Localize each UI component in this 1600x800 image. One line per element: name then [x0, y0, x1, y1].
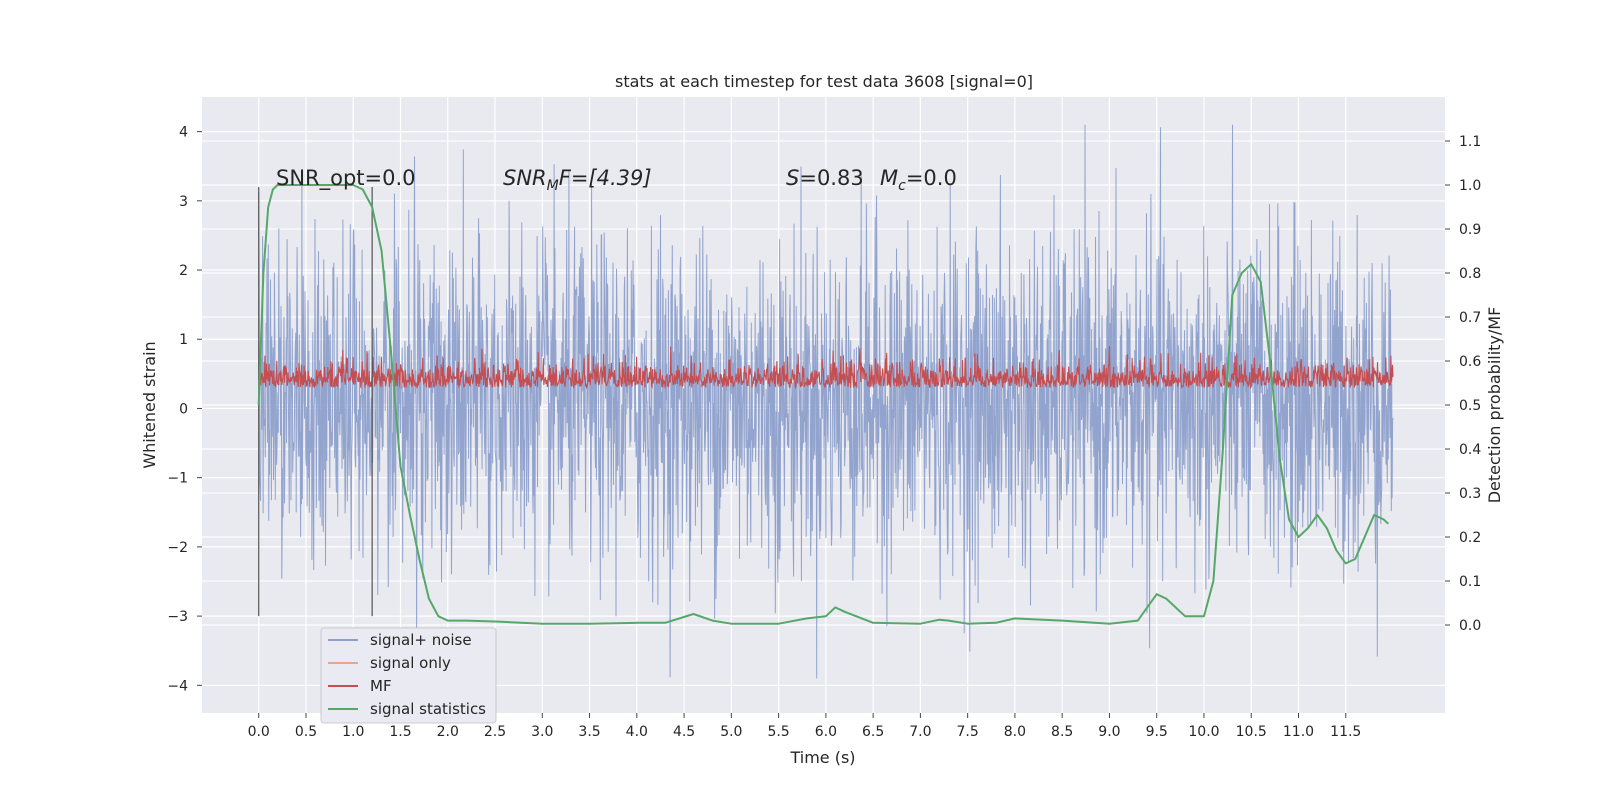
- line-mf: [258, 346, 1394, 390]
- mc-prefix: M: [880, 166, 898, 190]
- x-tick-label: 4.5: [673, 724, 695, 740]
- annotation-snr-opt: SNR_opt=0.0: [276, 166, 416, 191]
- y-tick-label: 1: [179, 332, 188, 348]
- legend-mf-label: MF: [370, 677, 392, 695]
- x-tick-label: 10.5: [1236, 724, 1267, 740]
- series-mf: [258, 346, 1394, 390]
- y-tick-label: −4: [167, 678, 188, 694]
- x-tick-label: 6.0: [815, 724, 837, 740]
- legend-signal-statistics-label: signal statistics: [370, 700, 486, 718]
- x-tick-label: 9.5: [1146, 724, 1168, 740]
- s-value: =0.83: [799, 166, 863, 190]
- chart-title: stats at each timestep for test data 360…: [615, 72, 1033, 91]
- x-tick-label: 3.5: [578, 724, 600, 740]
- x-tick-label: 3.0: [531, 724, 553, 740]
- y-axis-label: Whitened strain: [140, 341, 159, 468]
- x-tick-label: 11.5: [1330, 724, 1361, 740]
- x-tick-label: 8.0: [1004, 724, 1026, 740]
- x-tick-label: 9.0: [1098, 724, 1120, 740]
- y-right-tick-label: 1.0: [1459, 178, 1481, 194]
- line-signal-noise: [258, 124, 1394, 679]
- x-tick-label: 6.5: [862, 724, 884, 740]
- snr-mf-suffix: F=[4.39]: [559, 166, 652, 190]
- mc-value: =0.0: [906, 166, 957, 190]
- x-tick-label: 1.5: [389, 724, 411, 740]
- y-tick-label: 3: [179, 194, 188, 210]
- x-tick-label: 5.5: [767, 724, 789, 740]
- x-tick-label: 1.0: [342, 724, 364, 740]
- x-tick-label: 11.0: [1283, 724, 1314, 740]
- y-right-tick-label: 0.2: [1459, 530, 1481, 546]
- y-tick-label: 2: [179, 263, 188, 279]
- y-right-tick-label: 0.4: [1459, 442, 1481, 458]
- y-tick-label: 0: [179, 401, 188, 417]
- x-tick-label: 5.0: [720, 724, 742, 740]
- y-right-tick-label: 0.9: [1459, 222, 1481, 238]
- mc-sub: c: [898, 178, 906, 194]
- series-signal-statistics: [257, 184, 1389, 625]
- series-signal-noise: [258, 124, 1394, 679]
- x-tick-label: 2.0: [437, 724, 459, 740]
- y-right-tick-label: 0.1: [1459, 574, 1481, 590]
- x-tick-label: 2.5: [484, 724, 506, 740]
- y-tick-label: −2: [167, 540, 188, 556]
- x-tick-label: 7.0: [909, 724, 931, 740]
- y-tick-label: −1: [167, 471, 188, 487]
- y-right-tick-label: 1.1: [1459, 134, 1481, 150]
- x-tick-label: 0.0: [248, 724, 270, 740]
- x-tick-label: 4.0: [626, 724, 648, 740]
- x-tick-label: 7.5: [957, 724, 979, 740]
- y-right-tick-label: 0.0: [1459, 618, 1481, 634]
- y-axis-right-label: Detection probability/MF: [1485, 307, 1504, 504]
- annotation-mc: Mc=0.0: [880, 166, 957, 194]
- s-prefix: S: [786, 166, 799, 190]
- legend-signal-noise-label: signal+ noise: [370, 631, 472, 649]
- line-signal-statistics: [257, 184, 1389, 625]
- y-tick-label: −3: [167, 609, 188, 625]
- legend: signal+ noise signal only MF signal statist…: [320, 627, 497, 724]
- y-right-tick-label: 0.5: [1459, 398, 1481, 414]
- axis-ticks: 0.0 0.5 1.0 1.5 2.0 2.5 3.0 3.5 4.0 4.5 5.0 5.5 6.0 6…: [167, 125, 1481, 740]
- legend-signal-only-label: signal only: [370, 654, 451, 672]
- annotation-snr-mf: SNRMF=[4.39]: [503, 166, 652, 194]
- annotation-s: S=0.83: [786, 166, 864, 190]
- x-tick-label: 0.5: [295, 724, 317, 740]
- y-right-tick-label: 0.7: [1459, 310, 1481, 326]
- y-tick-label: 4: [179, 125, 188, 141]
- y-right-tick-label: 0.6: [1459, 354, 1481, 370]
- x-tick-label: 10.0: [1188, 724, 1219, 740]
- y-right-tick-label: 0.3: [1459, 486, 1481, 502]
- x-axis-label: Time (s): [789, 748, 855, 767]
- x-tick-label: 8.5: [1051, 724, 1073, 740]
- snr-mf-prefix: SNR: [503, 166, 547, 190]
- y-right-tick-label: 0.8: [1459, 266, 1481, 282]
- snr-mf-sub: M: [547, 178, 559, 194]
- legend-box: [320, 627, 497, 724]
